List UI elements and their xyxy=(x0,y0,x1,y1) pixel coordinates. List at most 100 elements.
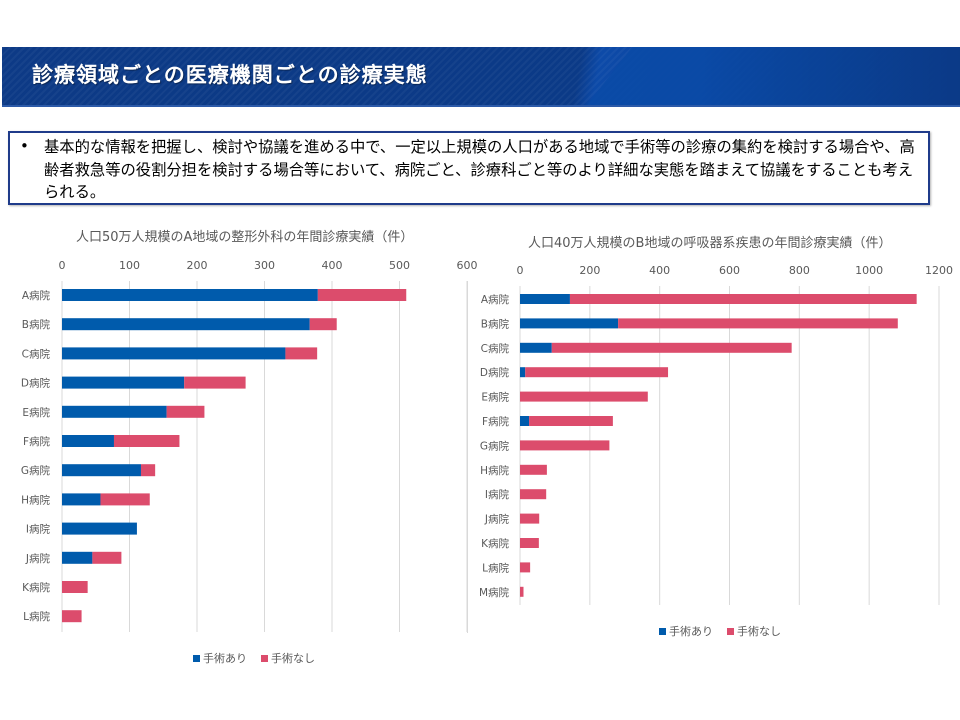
right-category-label: F病院 xyxy=(482,415,510,428)
chart-title-right: 人口40万人規模のB地域の呼吸器系疾患の年間診療実績（件） xyxy=(528,236,892,251)
right-bar-no-surgery xyxy=(520,391,648,402)
right-category-label: D病院 xyxy=(480,366,510,379)
slide-title: 診療領域ごとの医療機関ごとの診療実態 xyxy=(32,63,428,87)
left-x-tick-label: 0 xyxy=(59,259,66,272)
left-bar-surgery xyxy=(62,405,167,418)
left-bar-no-surgery xyxy=(62,581,88,593)
left-category-label: L病院 xyxy=(23,610,50,623)
left-bar-no-surgery xyxy=(317,289,407,301)
left-bar-surgery xyxy=(62,289,318,301)
left-bar-no-surgery xyxy=(113,435,180,447)
right-category-label: J病院 xyxy=(484,513,510,526)
legend-label-no-surgery: 手術なし xyxy=(271,652,315,665)
right-category-label: E病院 xyxy=(481,391,509,404)
right-bar-no-surgery xyxy=(529,416,613,426)
left-bar-no-surgery xyxy=(309,318,337,331)
right-x-tick-label: 1000 xyxy=(855,264,883,277)
right-category-label: I病院 xyxy=(485,488,510,501)
bullet-icon: • xyxy=(20,137,29,155)
right-bar-no-surgery xyxy=(520,464,547,475)
left-x-tick-label: 100 xyxy=(119,259,140,272)
right-x-tick-label: 200 xyxy=(579,264,600,277)
legend-item-no-surgery: 手術なし xyxy=(261,650,315,666)
left-category-label: A病院 xyxy=(22,289,51,302)
right-x-tick-label: 0 xyxy=(517,264,524,277)
right-bar-surgery xyxy=(520,318,619,329)
left-bar-surgery xyxy=(62,522,137,535)
legend-swatch-surgery xyxy=(659,627,666,635)
legend-left: 手術あり 手術なし xyxy=(193,650,325,666)
left-bar-surgery xyxy=(62,435,114,447)
right-category-label: M病院 xyxy=(479,586,510,599)
left-category-label: J病院 xyxy=(25,552,51,565)
right-category-label: K病院 xyxy=(481,537,509,550)
legend-item-surgery: 手術あり xyxy=(659,623,713,639)
right-bar-no-surgery xyxy=(520,586,524,597)
left-bar-surgery xyxy=(62,318,310,331)
header-underline xyxy=(2,105,960,107)
legend-item-no-surgery: 手術なし xyxy=(727,623,781,639)
right-category-label: L病院 xyxy=(482,561,509,574)
legend-label-no-surgery: 手術なし xyxy=(737,625,781,638)
right-bar-surgery xyxy=(520,342,552,353)
left-category-label: I病院 xyxy=(26,523,51,536)
right-bar-no-surgery xyxy=(520,562,531,573)
info-text: 基本的な情報を把握し、検討や協議を進める中で、一定以上規模の人口がある地域で手術… xyxy=(44,138,915,201)
right-category-label: C病院 xyxy=(481,342,510,355)
right-bar-surgery xyxy=(520,294,570,304)
right-bar-surgery xyxy=(520,416,530,426)
right-bar-no-surgery xyxy=(520,513,540,524)
right-category-label: A病院 xyxy=(481,293,510,306)
right-bar-surgery xyxy=(520,367,526,378)
left-bar-surgery xyxy=(62,464,141,477)
right-x-tick-label: 600 xyxy=(719,264,740,277)
left-bar-no-surgery xyxy=(285,347,318,360)
right-category-label: G病院 xyxy=(480,439,510,452)
legend-label-surgery: 手術あり xyxy=(669,625,713,638)
left-bar-surgery xyxy=(62,376,185,389)
left-category-label: K病院 xyxy=(22,581,50,594)
left-bar-no-surgery xyxy=(62,610,82,623)
legend-item-surgery: 手術あり xyxy=(193,650,247,666)
left-x-tick-label: 300 xyxy=(254,259,275,272)
left-bar-surgery xyxy=(62,551,93,564)
slide-header: 診療領域ごとの医療機関ごとの診療実態 xyxy=(2,47,960,105)
left-category-label: C病院 xyxy=(22,347,51,360)
legend-label-surgery: 手術あり xyxy=(203,652,247,665)
right-bar-no-surgery xyxy=(569,294,917,304)
legend-swatch-no-surgery xyxy=(261,654,268,662)
legend-swatch-surgery xyxy=(193,654,200,662)
left-x-tick-label: 600 xyxy=(457,259,478,272)
left-bar-no-surgery xyxy=(166,405,205,418)
left-category-label: E病院 xyxy=(22,406,50,419)
left-category-label: D病院 xyxy=(21,377,51,390)
chart-title-left: 人口50万人規模のA地域の整形外科の年間診療実績（件） xyxy=(76,230,414,245)
info-box: • 基本的な情報を把握し、検討や協議を進める中で、一定以上規模の人口がある地域で… xyxy=(8,131,930,205)
left-bar-no-surgery xyxy=(100,493,150,506)
left-bar-no-surgery xyxy=(184,376,246,389)
left-x-tick-label: 500 xyxy=(389,259,410,272)
left-bar-no-surgery xyxy=(140,464,156,477)
left-bar-surgery xyxy=(62,347,286,360)
header-shade xyxy=(700,47,960,105)
right-category-label: H病院 xyxy=(480,464,509,477)
right-bar-no-surgery xyxy=(525,367,669,378)
left-x-tick-label: 400 xyxy=(322,259,343,272)
legend-swatch-no-surgery xyxy=(727,627,734,635)
left-category-label: B病院 xyxy=(22,318,51,331)
right-bar-no-surgery xyxy=(551,342,792,353)
left-x-tick-label: 200 xyxy=(187,259,208,272)
right-category-label: B病院 xyxy=(481,317,510,330)
left-bar-no-surgery xyxy=(92,551,122,564)
left-category-label: F病院 xyxy=(23,435,51,448)
legend-right: 手術あり 手術なし xyxy=(659,623,791,639)
left-bar-surgery xyxy=(62,493,101,506)
right-bar-no-surgery xyxy=(520,538,539,548)
right-x-tick-label: 1200 xyxy=(925,264,953,277)
right-x-tick-label: 800 xyxy=(789,264,810,277)
right-bar-no-surgery xyxy=(618,318,898,329)
right-bar-no-surgery xyxy=(520,489,547,500)
left-category-label: H病院 xyxy=(21,493,50,506)
right-bar-no-surgery xyxy=(520,440,610,451)
